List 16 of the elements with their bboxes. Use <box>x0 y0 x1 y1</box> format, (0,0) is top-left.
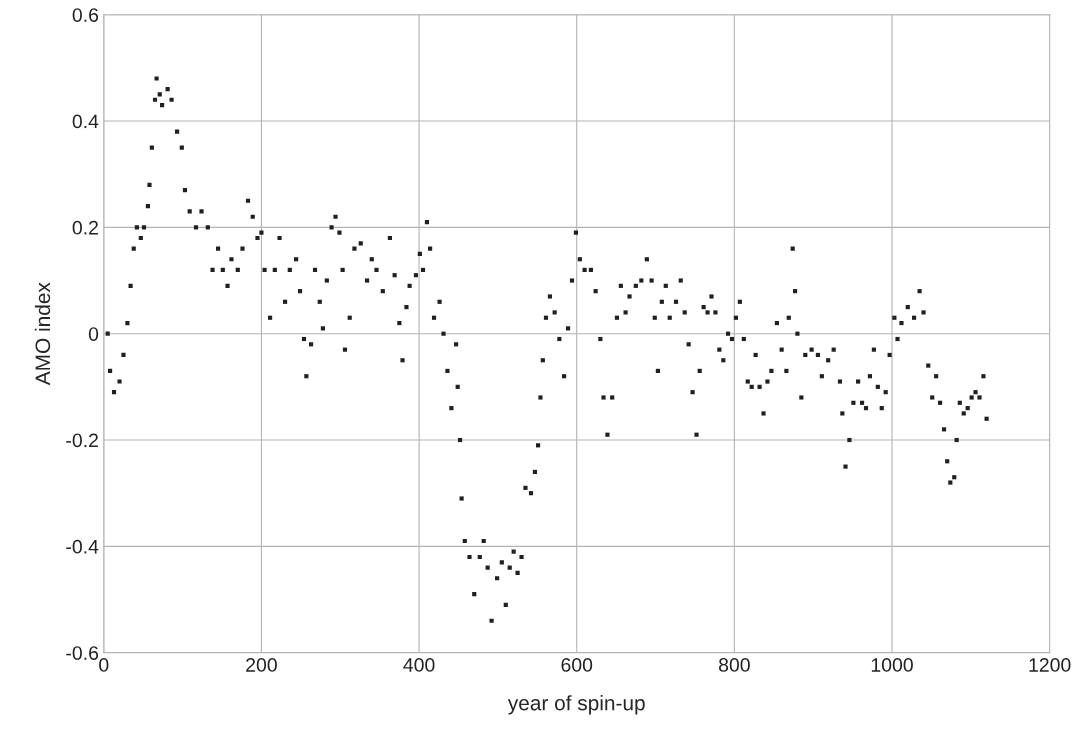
x-tick-label: 1200 <box>1029 658 1071 672</box>
y-tick-label: -0.4 <box>66 539 99 554</box>
y-tick-label: 0.4 <box>72 114 99 129</box>
y-axis-title: AMO index <box>34 282 51 386</box>
x-tick-label: 600 <box>561 658 593 672</box>
y-tick-label: -0.2 <box>66 433 98 448</box>
y-tick-label: -0.6 <box>66 646 99 660</box>
y-tick-label: 0 <box>88 327 99 341</box>
x-tick-label: 0 <box>99 658 109 672</box>
x-tick-label: 200 <box>246 658 277 672</box>
x-tick-label: 400 <box>403 658 435 672</box>
x-tick-label: 800 <box>718 658 750 672</box>
y-tick-label: 0.6 <box>72 8 99 22</box>
x-tick-label: 1000 <box>871 658 913 672</box>
y-tick-label: 0.2 <box>72 220 98 235</box>
x-axis-title: year of spin-up <box>507 695 645 715</box>
